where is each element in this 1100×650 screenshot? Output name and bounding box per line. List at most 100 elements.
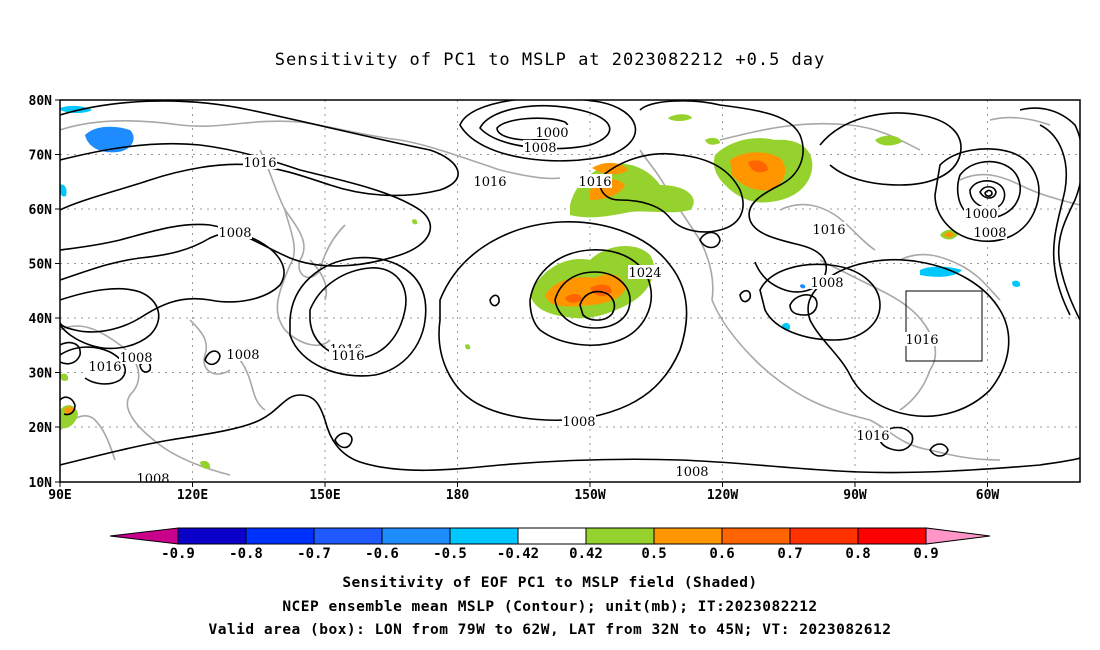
colorbar-label: -0.9 [161, 546, 195, 562]
contour-label: 1016 [331, 349, 364, 364]
contour-label: 1016 [88, 360, 121, 375]
contour-label: 1008 [218, 226, 251, 241]
caption-shading: Sensitivity of EOF PC1 to MSLP field (Sh… [342, 575, 758, 591]
coastlines [60, 116, 1080, 476]
contour-label: 1024 [628, 266, 661, 281]
contour-label-bg [473, 174, 507, 188]
contour-label: 1016 [473, 175, 506, 190]
colorbar-segment [653, 527, 723, 545]
latitude-labels: 80N 70N 60N 50N 40N 30N 20N 10N [29, 94, 60, 491]
lat-label: 30N [29, 367, 53, 382]
colorbar-segment [313, 527, 383, 545]
lat-label: 80N [29, 94, 53, 109]
contour-label: 1008 [136, 472, 169, 487]
colorbar [109, 527, 991, 545]
lon-label: 150W [574, 488, 605, 503]
positive-shading-arctic-2 [875, 135, 902, 146]
colorbar-labels: -0.9 -0.8 -0.7 -0.6 -0.5 -0.42 0.42 0.5 0.6 0.7 0.… [161, 546, 939, 562]
colorbar-segment [177, 527, 247, 545]
contour-label-bg [535, 125, 569, 139]
colorbar-label: -0.5 [433, 546, 467, 562]
lon-label: 150E [309, 488, 340, 503]
contour-label-bg [964, 206, 998, 220]
contour-label-bg [675, 464, 709, 478]
contour-label-bg [905, 332, 939, 346]
contour-label: 1008 [523, 141, 556, 156]
positive-shading-arctic-3 [705, 137, 720, 145]
mslp-contours [60, 100, 1080, 474]
lon-label: 180 [446, 488, 470, 503]
colorbar-label: 0.9 [913, 546, 938, 562]
contour-label: 1016 [578, 175, 611, 190]
colorbar-segment [449, 527, 519, 545]
lat-label: 10N [29, 476, 53, 491]
negative-shading-west-edge [60, 184, 67, 197]
lat-label: 60N [29, 203, 53, 218]
negative-shading-small-3 [800, 284, 806, 289]
colorbar-segment [381, 527, 451, 545]
contour-label: 1008 [675, 465, 708, 480]
lon-label: 120E [177, 488, 208, 503]
contour-label-bg [578, 174, 612, 188]
lat-label: 70N [29, 149, 53, 164]
contour-label: 1016 [812, 223, 845, 238]
positive-shading-small-1 [412, 219, 418, 225]
colorbar-label: -0.7 [297, 546, 331, 562]
colorbar-triangle-left [109, 527, 179, 545]
contour-label-bg [88, 359, 122, 373]
contour-label-bg [812, 222, 846, 236]
contour-label-bg [119, 350, 153, 364]
contour-label-bg [810, 275, 844, 289]
contour-label: 1016 [856, 429, 889, 444]
colorbar-segment [721, 527, 791, 545]
contour-label: 1016 [243, 156, 276, 171]
contour-label: 1016 [905, 333, 938, 348]
colorbar-segment [857, 527, 927, 545]
colorbar-segment [517, 527, 587, 545]
contour-label: 1008 [973, 226, 1006, 241]
positive-shading-small-2 [465, 344, 471, 350]
contour-label: 1000 [964, 207, 997, 222]
negative-shading-siberia [85, 126, 134, 153]
contour-label: 1000 [535, 126, 568, 141]
positive-shading-alaska [570, 163, 694, 218]
contour-label-bg [856, 428, 890, 442]
contour-label-bg [523, 140, 557, 154]
lat-label: 20N [29, 421, 53, 436]
plot-frame [59, 99, 1081, 483]
contour-label-bg [136, 471, 170, 482]
contour-label-bg [562, 414, 596, 428]
positive-shading-atlantic-core [944, 232, 954, 238]
contour-label-bg [226, 347, 260, 361]
map-title: Sensitivity of PC1 to MSLP at 2023082212… [274, 50, 826, 70]
colorbar-segment [585, 527, 655, 545]
lon-label: 90E [48, 488, 71, 503]
contour-label: 1008 [119, 351, 152, 366]
positive-shading-arctic-1 [668, 114, 692, 121]
colorbar-label: 0.6 [709, 546, 734, 562]
colorbar-label: 0.8 [845, 546, 870, 562]
contour-label-bg [973, 225, 1007, 239]
lat-label: 40N [29, 312, 53, 327]
colorbar-segment [245, 527, 315, 545]
caption-contour: NCEP ensemble mean MSLP (Contour); unit(… [282, 599, 818, 615]
valid-area-box [905, 290, 983, 362]
colorbar-label: 0.7 [777, 546, 802, 562]
positive-shading-small-4 [60, 373, 69, 381]
colorbar-label: -0.8 [229, 546, 263, 562]
contour-label-bg [331, 348, 365, 362]
longitude-labels: 90E 120E 150E 180 150W 120W 90W 60W [48, 482, 999, 503]
negative-shading-small-2 [1012, 280, 1021, 287]
negative-shading-east-canada [920, 266, 962, 277]
contour-label-bg [243, 155, 277, 169]
contour-label: 1008 [810, 276, 843, 291]
lat-label: 50N [29, 258, 53, 273]
positive-core-north-pacific-hot [565, 294, 582, 303]
colorbar-label: 0.5 [641, 546, 666, 562]
contour-label: 1008 [562, 415, 595, 430]
colorbar-label: -0.42 [497, 546, 539, 562]
negative-shading-siberia-edge [60, 105, 92, 113]
positive-core-alaska-2 [592, 162, 628, 175]
